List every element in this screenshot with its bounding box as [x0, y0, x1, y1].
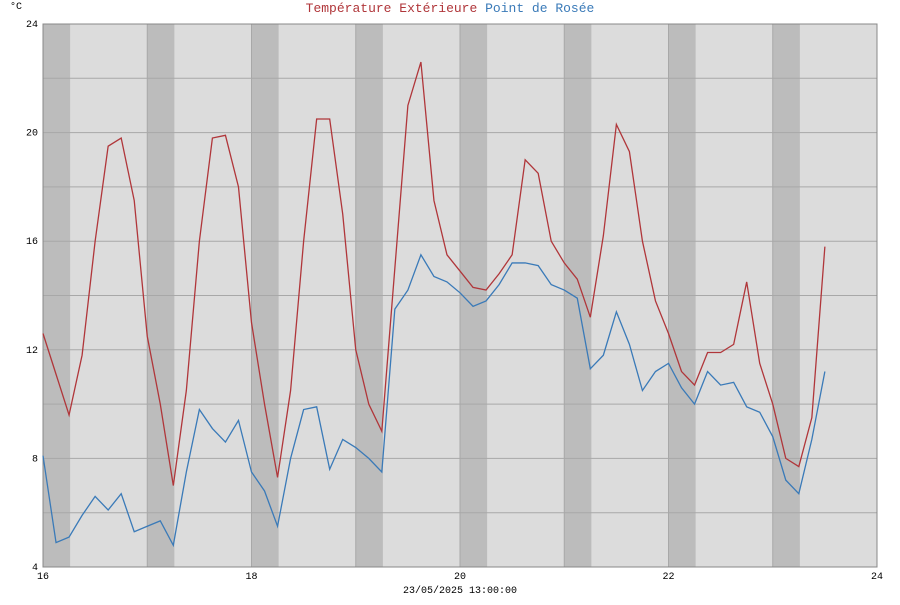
y-tick-label: 12 [26, 346, 38, 357]
plot-border [42, 23, 878, 568]
y-tick-label: 16 [26, 237, 38, 248]
chart-title: Température Extérieure Point de Rosée [306, 1, 595, 16]
x-axis-label: 23/05/2025 13:00:00 [403, 585, 517, 597]
x-tick-label: 22 [662, 572, 674, 583]
y-tick-label: 4 [32, 563, 38, 574]
series-line [42, 253, 826, 548]
legend-entry: Point de Rosée [485, 1, 594, 16]
y-tick-label: 20 [26, 129, 38, 140]
y-tick-label: 8 [32, 454, 38, 465]
y-unit: °C [10, 1, 22, 13]
series-line [42, 61, 826, 486]
x-tick-label: 18 [245, 572, 257, 583]
x-tick-label: 16 [37, 572, 49, 583]
x-tick-label: 24 [871, 572, 883, 583]
legend-entry: Température Extérieure [306, 1, 478, 16]
y-tick-label: 24 [26, 20, 38, 31]
x-tick-label: 20 [454, 572, 466, 583]
